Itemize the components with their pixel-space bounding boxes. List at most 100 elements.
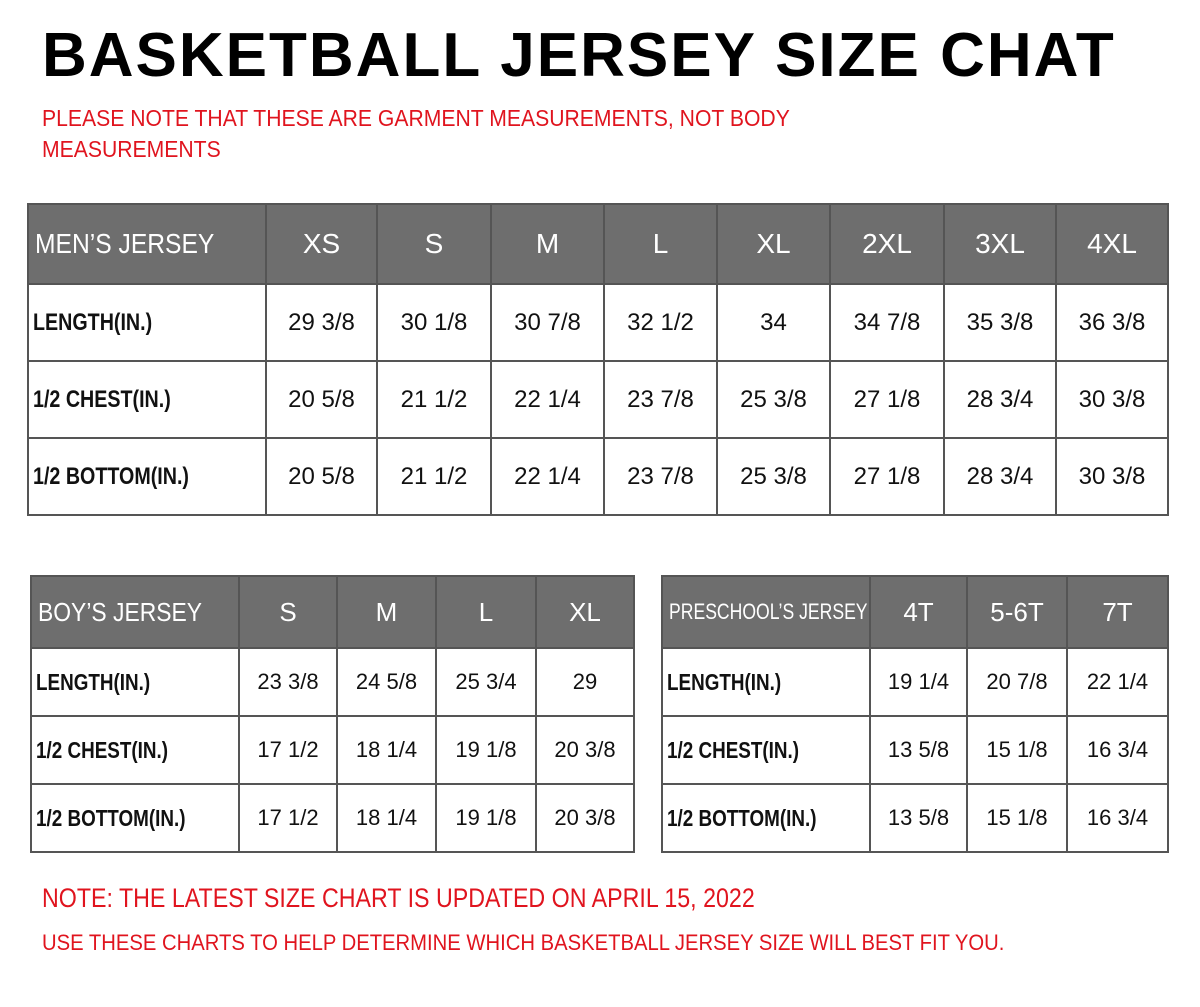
- measurement-value: 21 1/2: [376, 437, 492, 516]
- measurement-value: 18 1/4: [336, 715, 437, 785]
- measurement-value: 17 1/2: [238, 783, 338, 853]
- measurement-value: 13 5/8: [869, 783, 968, 853]
- measurement-value: 20 3/8: [535, 715, 635, 785]
- table-row: 1/2 CHEST(IN.) 17 1/2 18 1/4 19 1/8 20 3/8: [30, 715, 635, 785]
- size-header: L: [435, 575, 537, 649]
- header-row: MEN’S JERSEY XS S M L XL 2XL 3XL 4XL: [27, 203, 1169, 285]
- measurement-label: LENGTH(IN.): [36, 668, 151, 695]
- measurement-value: 25 3/8: [716, 437, 831, 516]
- measurement-value: 30 3/8: [1055, 437, 1169, 516]
- measurement-label: LENGTH(IN.): [667, 668, 782, 695]
- measurement-value: 25 3/8: [716, 360, 831, 439]
- measurement-label: LENGTH(IN.): [33, 308, 153, 336]
- table-title: MEN’S JERSEY: [35, 228, 215, 259]
- table-row: 1/2 BOTTOM(IN.) 17 1/2 18 1/4 19 1/8 20 3/8: [30, 783, 635, 853]
- measurement-value: 21 1/2: [376, 360, 492, 439]
- measurement-label-cell: 1/2 CHEST(IN.): [27, 360, 267, 439]
- measurement-value: 20 3/8: [535, 783, 635, 853]
- measurement-value: 27 1/8: [829, 360, 945, 439]
- table-title: PRESCHOOL’S JERSEY: [669, 599, 868, 624]
- size-header: S: [376, 203, 492, 285]
- update-note: NOTE: THE LATEST SIZE CHART IS UPDATED O…: [42, 883, 755, 913]
- measurement-label-cell: 1/2 BOTTOM(IN.): [661, 783, 871, 853]
- measurement-label: 1/2 BOTTOM(IN.): [33, 462, 189, 490]
- boys-size-table: BOY’S JERSEY S M L XL LENGTH(IN.) 23 3/8 24 5/8…: [30, 575, 635, 853]
- measurement-label: 1/2 CHEST(IN.): [36, 736, 169, 763]
- measurement-value: 29 3/8: [265, 283, 378, 362]
- table-row: 1/2 CHEST(IN.) 20 5/8 21 1/2 22 1/4 23 7/8 25…: [27, 360, 1169, 439]
- header-row: PRESCHOOL’S JERSEY 4T 5-6T 7T: [661, 575, 1169, 649]
- table-row: 1/2 CHEST(IN.) 13 5/8 15 1/8 16 3/4: [661, 715, 1169, 785]
- size-header: 4T: [869, 575, 968, 649]
- measurement-value: 17 1/2: [238, 715, 338, 785]
- measurement-value: 18 1/4: [336, 783, 437, 853]
- measurement-label: 1/2 BOTTOM(IN.): [36, 804, 186, 831]
- measurement-label-cell: LENGTH(IN.): [30, 647, 240, 717]
- measurement-value: 30 1/8: [376, 283, 492, 362]
- size-header: 4XL: [1055, 203, 1169, 285]
- measurement-value: 23 7/8: [603, 360, 718, 439]
- measurement-value: 34: [716, 283, 831, 362]
- table-row: LENGTH(IN.) 23 3/8 24 5/8 25 3/4 29: [30, 647, 635, 717]
- table-title-cell: BOY’S JERSEY: [30, 575, 240, 649]
- measurement-value: 15 1/8: [966, 783, 1068, 853]
- table-row: 1/2 BOTTOM(IN.) 13 5/8 15 1/8 16 3/4: [661, 783, 1169, 853]
- measurement-value: 28 3/4: [943, 360, 1057, 439]
- size-header: M: [336, 575, 437, 649]
- measurement-value: 23 7/8: [603, 437, 718, 516]
- size-header: 3XL: [943, 203, 1057, 285]
- mens-size-table: MEN’S JERSEY XS S M L XL 2XL 3XL 4XL LENGTH(IN.) 2…: [27, 203, 1169, 516]
- size-header: M: [490, 203, 605, 285]
- measurement-value: 36 3/8: [1055, 283, 1169, 362]
- size-header: L: [603, 203, 718, 285]
- size-header: XL: [535, 575, 635, 649]
- table-row: 1/2 BOTTOM(IN.) 20 5/8 21 1/2 22 1/4 23 7/8 2…: [27, 437, 1169, 516]
- measurement-value: 29: [535, 647, 635, 717]
- measurement-value: 35 3/8: [943, 283, 1057, 362]
- measurement-value: 30 7/8: [490, 283, 605, 362]
- measurement-value: 19 1/4: [869, 647, 968, 717]
- measurement-value: 22 1/4: [1066, 647, 1169, 717]
- measurement-label-cell: LENGTH(IN.): [27, 283, 267, 362]
- measurement-label: 1/2 CHEST(IN.): [667, 736, 800, 763]
- preschool-size-table: PRESCHOOL’S JERSEY 4T 5-6T 7T LENGTH(IN.) 19 …: [661, 575, 1169, 853]
- measurement-value: 16 3/4: [1066, 715, 1169, 785]
- measurement-value: 28 3/4: [943, 437, 1057, 516]
- measurement-value: 19 1/8: [435, 783, 537, 853]
- measurement-label-cell: 1/2 CHEST(IN.): [661, 715, 871, 785]
- measurement-value: 20 5/8: [265, 360, 378, 439]
- measurement-label-cell: LENGTH(IN.): [661, 647, 871, 717]
- measurement-value: 22 1/4: [490, 437, 605, 516]
- usage-note: USE THESE CHARTS TO HELP DETERMINE WHICH…: [42, 930, 1005, 955]
- measurement-value: 34 7/8: [829, 283, 945, 362]
- measurement-value: 22 1/4: [490, 360, 605, 439]
- table-title-cell: MEN’S JERSEY: [27, 203, 267, 285]
- measurement-label-cell: 1/2 CHEST(IN.): [30, 715, 240, 785]
- size-header: XL: [716, 203, 831, 285]
- measurement-value: 27 1/8: [829, 437, 945, 516]
- measurement-value: 16 3/4: [1066, 783, 1169, 853]
- size-header: 7T: [1066, 575, 1169, 649]
- measurement-label-cell: 1/2 BOTTOM(IN.): [27, 437, 267, 516]
- table-row: LENGTH(IN.) 19 1/4 20 7/8 22 1/4: [661, 647, 1169, 717]
- measurement-label-cell: 1/2 BOTTOM(IN.): [30, 783, 240, 853]
- measurement-value: 24 5/8: [336, 647, 437, 717]
- measurement-value: 19 1/8: [435, 715, 537, 785]
- page-title: BASKETBALL JERSEY SIZE CHAT: [42, 21, 1116, 90]
- size-header: 2XL: [829, 203, 945, 285]
- table-row: LENGTH(IN.) 29 3/8 30 1/8 30 7/8 32 1/2 34 34 …: [27, 283, 1169, 362]
- measurement-value: 32 1/2: [603, 283, 718, 362]
- measurement-value: 13 5/8: [869, 715, 968, 785]
- size-header: 5-6T: [966, 575, 1068, 649]
- measurement-label: 1/2 CHEST(IN.): [33, 385, 171, 413]
- table-title-cell: PRESCHOOL’S JERSEY: [661, 575, 871, 649]
- header-row: BOY’S JERSEY S M L XL: [30, 575, 635, 649]
- garment-note: PLEASE NOTE THAT THESE ARE GARMENT MEASU…: [42, 105, 790, 162]
- measurement-value: 15 1/8: [966, 715, 1068, 785]
- measurement-value: 20 5/8: [265, 437, 378, 516]
- measurement-label: 1/2 BOTTOM(IN.): [667, 804, 817, 831]
- size-header: XS: [265, 203, 378, 285]
- size-header: S: [238, 575, 338, 649]
- measurement-value: 23 3/8: [238, 647, 338, 717]
- table-title: BOY’S JERSEY: [38, 596, 203, 627]
